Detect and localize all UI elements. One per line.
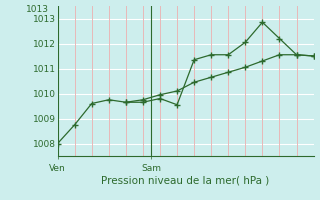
Text: 1013: 1013 [26, 4, 49, 14]
X-axis label: Pression niveau de la mer( hPa ): Pression niveau de la mer( hPa ) [101, 175, 270, 185]
